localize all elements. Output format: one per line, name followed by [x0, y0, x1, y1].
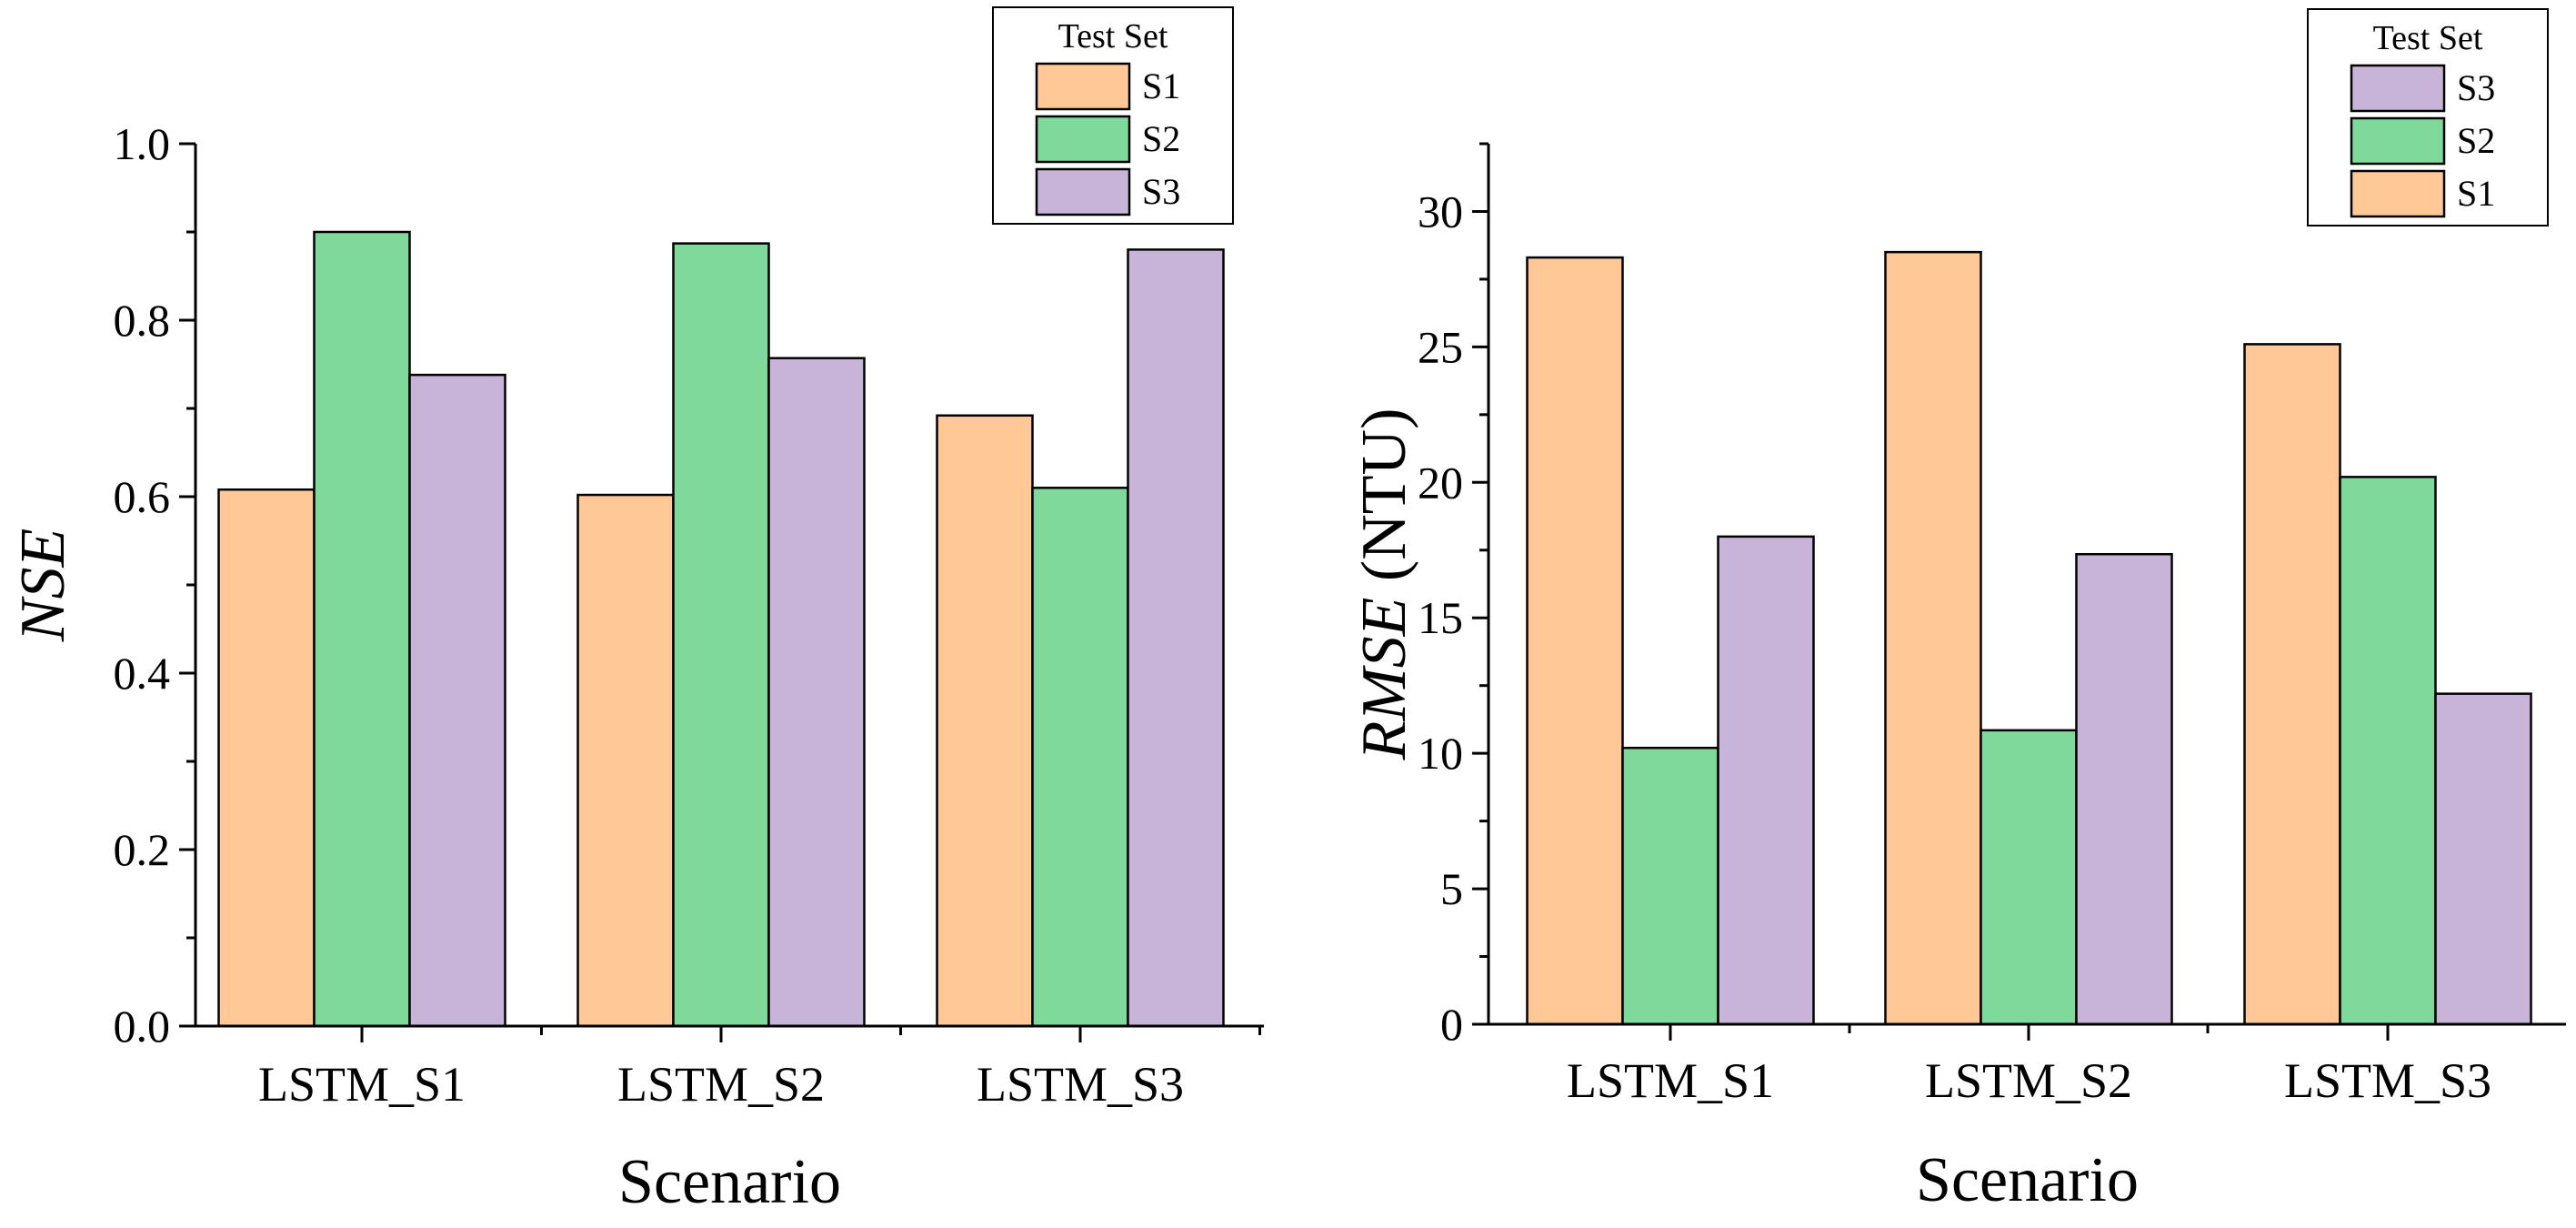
- legend-label-s3: S3: [2457, 67, 2495, 108]
- y-tick-label: 0.2: [114, 824, 171, 875]
- legend-title: Test Set: [1058, 17, 1168, 55]
- bar-lstm-s1-s1: [1526, 256, 1624, 1026]
- bar-lstm-s1-s2: [1621, 746, 1719, 1026]
- x-tick-label: LSTM_S1: [1567, 1053, 1774, 1108]
- bar-lstm-s3-s1: [2243, 343, 2341, 1026]
- y-tick-label: 10: [1418, 728, 1463, 779]
- legend: Test Set S3 S2 S1: [2307, 8, 2549, 226]
- legend-label-s2: S2: [1142, 118, 1180, 159]
- legend-swatch-s3: [2350, 64, 2446, 113]
- x-tick-label: LSTM_S2: [617, 1057, 825, 1112]
- legend-swatch-s1: [1035, 62, 1131, 111]
- bar-lstm-s1-s3: [1717, 535, 1815, 1026]
- bar-lstm-s1-s3: [408, 373, 506, 1028]
- legend-swatch-s3: [1035, 167, 1131, 216]
- rmse-chart: 0 5 10 15 20 25 30 LSTM_S1 LSTM_S2 LSTM_S3 Scenari…: [1349, 8, 2566, 1215]
- y-tick-label: 0: [1440, 999, 1463, 1050]
- y-tick-label: 0.8: [114, 295, 171, 346]
- bar-lstm-s3-s3: [2434, 692, 2532, 1026]
- bar-lstm-s2-s3: [767, 357, 866, 1028]
- bar-lstm-s3-s2: [2339, 476, 2437, 1026]
- legend-label-s2: S2: [2457, 120, 2495, 161]
- legend-label-s1: S1: [1142, 65, 1180, 106]
- legend-title: Test Set: [2373, 19, 2483, 57]
- bar-lstm-s2-s1: [576, 493, 675, 1028]
- y-tick-label: 25: [1418, 321, 1463, 372]
- bar-lstm-s3-s1: [936, 414, 1034, 1028]
- legend-swatch-s2: [2350, 116, 2446, 166]
- y-axis-title-italic: NSE: [8, 528, 78, 642]
- y-tick-label: 15: [1418, 592, 1463, 643]
- nse-chart: 0.0 0.2 0.4 0.6 0.8 1.0 LSTM_S1 LSTM_S2 LSTM_S3 S…: [8, 6, 1264, 1217]
- y-axis-title: NSE: [8, 528, 78, 642]
- bar-lstm-s2-s3: [2075, 552, 2173, 1026]
- y-tick-label: 30: [1418, 186, 1463, 237]
- legend: Test Set S1 S2 S3: [992, 6, 1234, 225]
- y-tick-label: 0.4: [114, 648, 171, 699]
- x-tick-label: LSTM_S3: [2284, 1053, 2491, 1108]
- bar-lstm-s2-s1: [1884, 250, 1982, 1026]
- bar-lstm-s2-s2: [1980, 729, 2078, 1026]
- y-tick-label: 0.0: [114, 1001, 171, 1052]
- y-tick-label: 1.0: [114, 118, 171, 169]
- legend-swatch-s1: [2350, 169, 2446, 218]
- y-axis-title: RMSE (NTU): [1349, 408, 1419, 761]
- legend-label-s3: S3: [1142, 171, 1180, 212]
- bar-lstm-s3-s2: [1031, 487, 1129, 1028]
- bar-lstm-s1-s2: [313, 230, 411, 1028]
- x-tick-label: LSTM_S3: [977, 1057, 1184, 1112]
- y-axis-title-italic: RMSE: [1349, 598, 1419, 761]
- y-axis-title-unit: (NTU): [1349, 408, 1419, 598]
- y-tick-label: 5: [1440, 863, 1463, 914]
- x-tick-label: LSTM_S1: [258, 1057, 466, 1112]
- y-tick-label: 0.6: [114, 471, 171, 522]
- legend-swatch-s2: [1035, 115, 1131, 164]
- y-tick-label: 20: [1418, 457, 1463, 508]
- x-axis-title: Scenario: [1916, 1145, 2139, 1215]
- x-tick-label: LSTM_S2: [1925, 1053, 2132, 1108]
- legend-label-s1: S1: [2457, 173, 2495, 214]
- x-axis-title: Scenario: [618, 1147, 841, 1217]
- bar-lstm-s1-s1: [217, 488, 316, 1028]
- bar-lstm-s3-s3: [1127, 248, 1225, 1028]
- bar-lstm-s2-s2: [672, 242, 770, 1028]
